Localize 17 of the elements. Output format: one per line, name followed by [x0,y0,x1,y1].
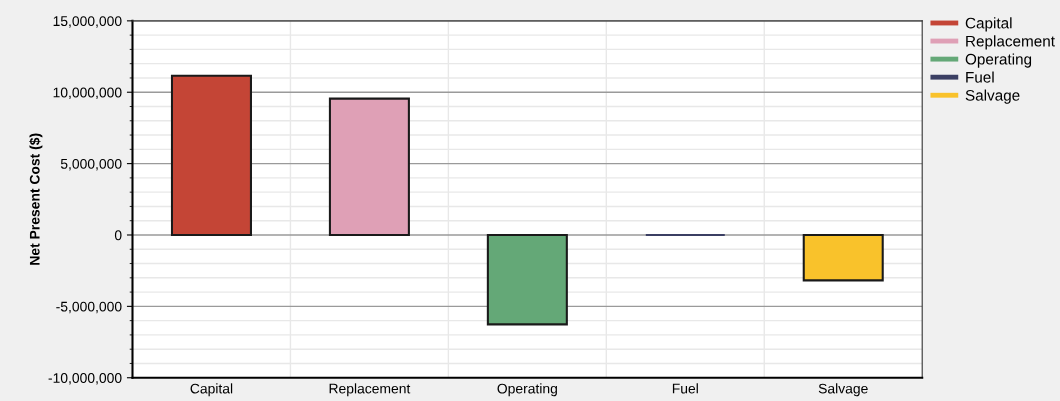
x-tick-label: Operating [497,383,557,397]
legend-label: Capital [965,17,1012,32]
x-tick-label: Fuel [672,383,698,394]
legend-label: Salvage [965,89,1020,104]
x-tick-label: Capital [190,383,233,397]
y-tick-label: -5,000,000 [56,301,122,314]
y-tick-label: 15,000,000 [53,16,122,28]
legend-label: Operating [965,53,1032,68]
legend-label: Fuel [966,71,994,83]
y-tick-label: 10,000,000 [53,87,122,100]
y-tick-label: 5,000,000 [60,158,122,171]
x-tick-label: Replacement [329,383,411,397]
y-tick-label: -10,000,000 [48,373,122,385]
y-axis-title: Net Present Cost ($) [29,133,43,265]
x-tick-label: Salvage [818,383,868,397]
legend-label: Replacement [966,35,1055,50]
y-tick-label: 0 [114,230,122,241]
